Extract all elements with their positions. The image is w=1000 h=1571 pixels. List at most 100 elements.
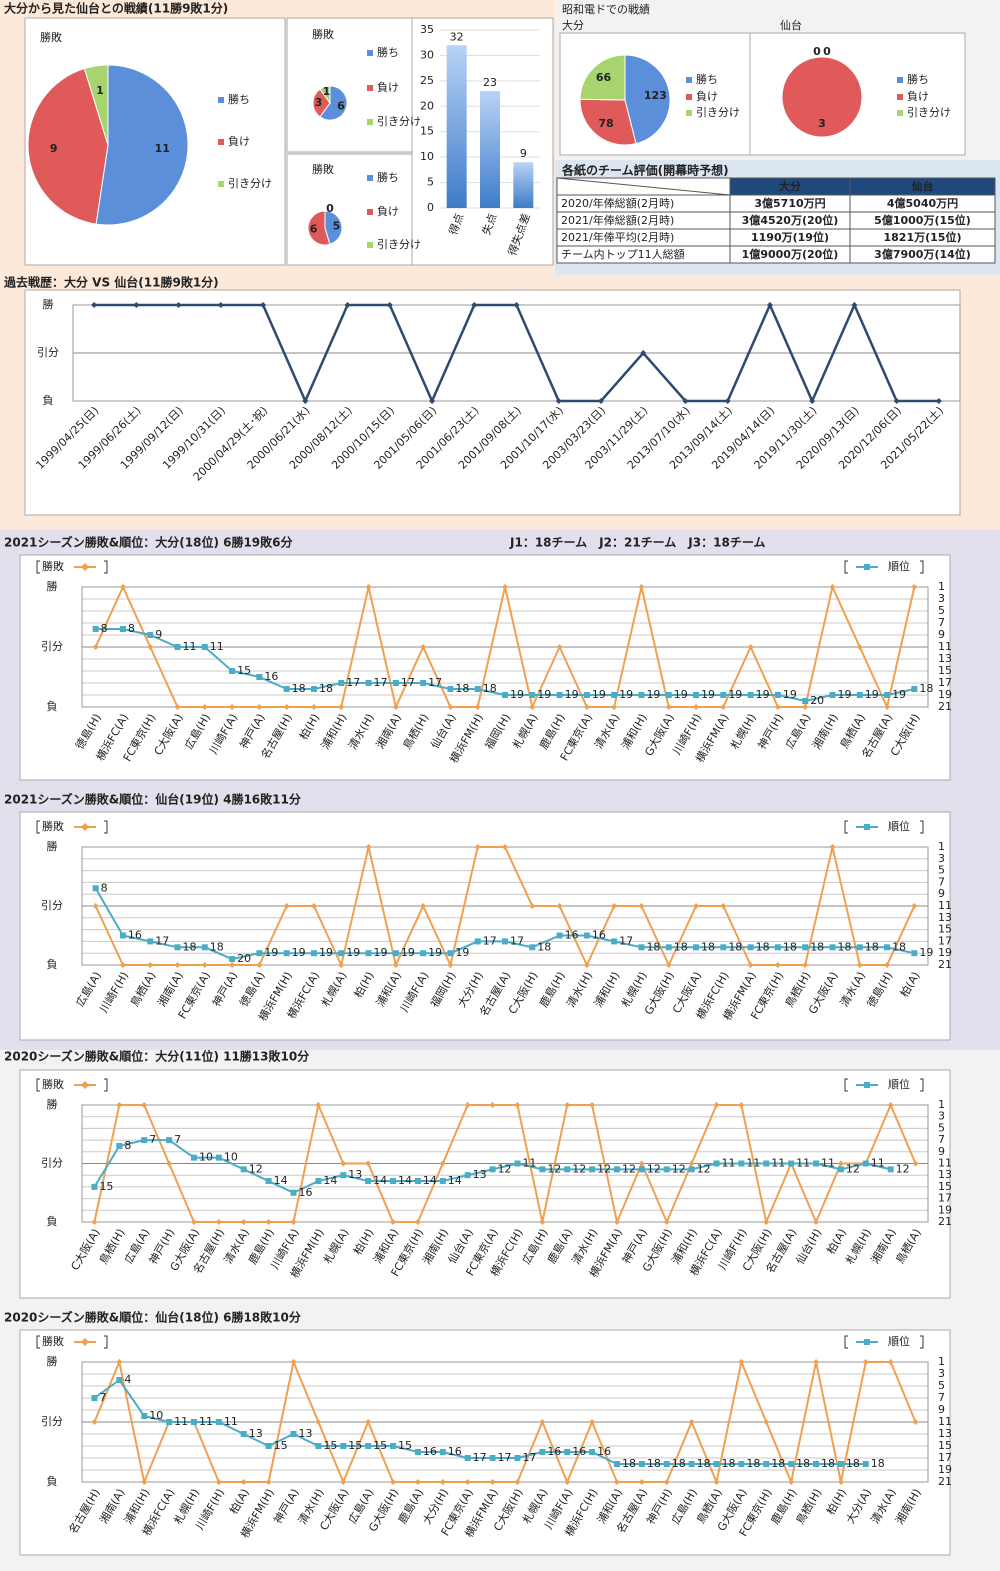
y-tick-label: 引分 [41,1414,63,1428]
data-label: 12 [498,1162,512,1175]
data-label: 12 [622,1162,636,1175]
data-label: 19 [892,688,906,701]
y2-tick-label: 7 [938,1391,945,1404]
marker [802,698,809,704]
data-label: 16 [264,670,278,683]
pie-slice [83,64,109,146]
data-label: 19 [756,688,770,701]
y-tick-label: 15 [420,125,434,138]
legend-marker [864,1082,870,1088]
data-label: 17 [473,1451,487,1464]
series-line [93,1358,917,1486]
marker [887,1359,894,1365]
marker [175,302,182,308]
pie-slice [324,210,343,245]
marker [539,1219,546,1225]
marker [720,944,727,951]
marker [788,1479,795,1485]
marker [884,704,891,710]
marker [174,944,181,951]
data-label: 18 [537,940,551,953]
data-label: 18 [865,940,879,953]
table-cell-text: 1億9000万(20位) [742,247,839,261]
data-label: 3 [315,96,323,109]
marker [713,1102,720,1108]
marker [392,962,399,968]
data-label: 17 [483,934,497,947]
marker [365,1160,372,1167]
data-label: 8 [101,881,108,894]
data-label: 7 [99,1391,106,1404]
data-label: 18 [810,940,824,953]
y2-tick-label: 17 [938,676,952,689]
data-label: 19 [783,688,797,701]
y2-tick-label: 7 [938,616,945,629]
data-label: 19 [537,688,551,701]
data-label: 5 [333,219,341,232]
marker [119,932,126,939]
marker [514,1102,521,1108]
legend-label: 負け [696,90,718,103]
marker [665,692,672,698]
marker [229,956,236,963]
data-label: 11 [722,1157,736,1170]
table-title: 各紙のチーム評価(開幕時予想) [561,163,729,178]
data-label: 18 [183,940,197,953]
marker [390,1219,397,1225]
data-label: 11 [796,1157,810,1170]
data-label: 12 [672,1162,686,1175]
y-tick-label: 勝 [47,1097,58,1111]
marker [829,944,836,951]
legend-marker [81,1081,89,1089]
y-tick-label: 勝 [47,1354,58,1368]
marker [420,680,427,686]
marker [788,1461,795,1467]
y2-tick-label: 5 [938,864,945,877]
data-label: 18 [783,940,797,953]
y-tick-label: 30 [420,48,434,61]
legend-bracket [920,1078,924,1092]
data-label: 3 [818,117,826,130]
pie-slice [579,54,626,101]
panel [19,1069,951,1299]
marker [190,1419,197,1425]
data-label: 14 [423,1174,437,1187]
marker [856,962,863,968]
y-tick-label: 負 [43,394,54,407]
chart-title: 仙台 [780,18,802,32]
marker [502,692,508,698]
marker [837,1461,844,1467]
marker [638,692,645,698]
marker [613,1461,620,1467]
series-line [93,1378,866,1465]
data-label: 23 [483,76,497,89]
legend-label: 引き分け [696,105,740,119]
legend-label: 引き分け [377,114,421,128]
marker [265,1443,272,1449]
data-label: 15 [373,1439,387,1452]
marker [713,1479,720,1485]
y2-tick-label: 21 [938,700,952,713]
data-label: 16 [565,929,579,942]
marker [439,1479,446,1485]
marker [774,692,781,698]
legend-label: 引き分け [907,105,951,119]
marker [911,584,918,590]
data-label: 12 [697,1162,711,1175]
marker [763,1219,770,1225]
legend-label: 勝ち [907,72,929,86]
data-label: 18 [919,682,933,695]
data-label: 16 [128,929,142,942]
table-cell-text: 3億4520万(20位) [742,213,839,227]
data-label: 0 [813,45,821,58]
marker [474,844,481,850]
pie-slice [95,64,189,226]
chart-title: 2021シーズン勝敗&順位：大分(18位) 6勝19敗6分 [4,535,293,550]
marker [514,1160,521,1167]
marker [555,398,562,404]
data-label: 18 [701,940,715,953]
marker [447,704,454,710]
marker [365,680,372,686]
marker [338,962,345,968]
data-label: 12 [597,1162,611,1175]
